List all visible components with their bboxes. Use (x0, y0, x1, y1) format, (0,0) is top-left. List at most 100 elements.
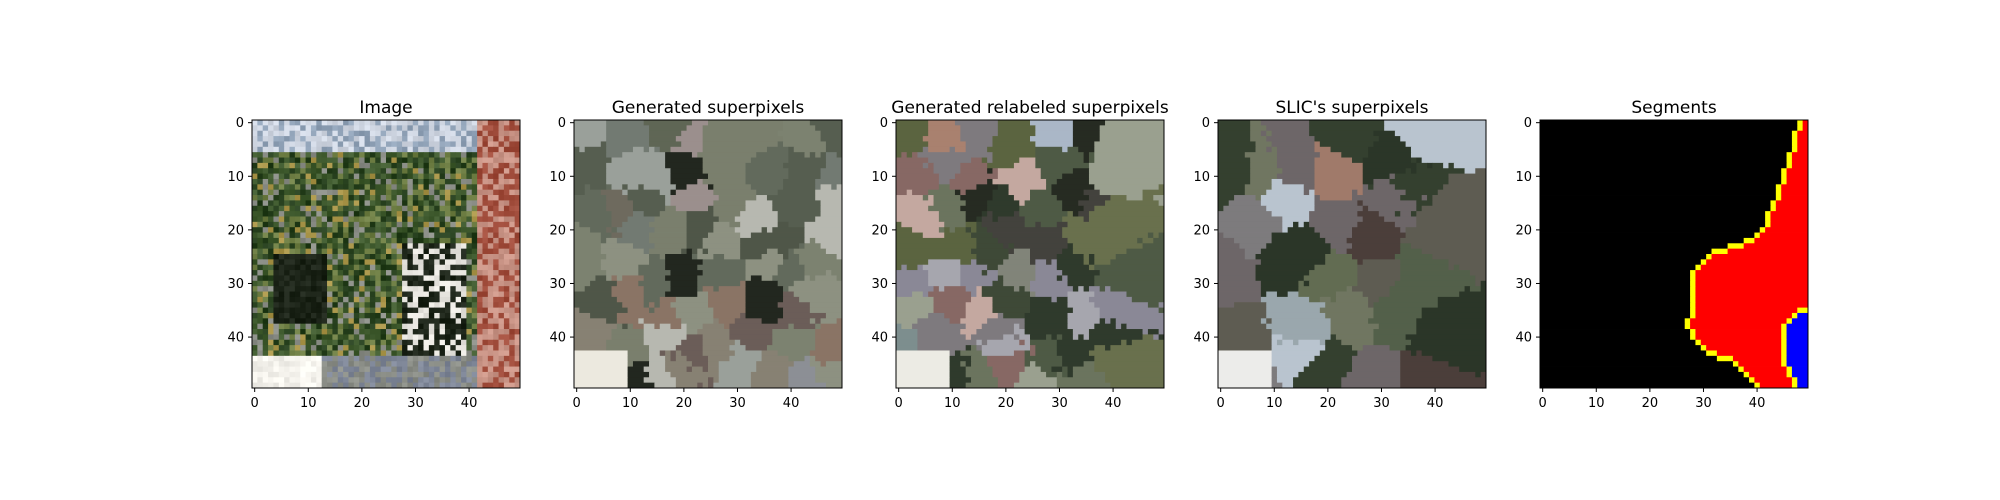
image-pixel (284, 350, 290, 357)
superpixel-cell (777, 130, 821, 137)
image-pixel (455, 350, 462, 357)
image-pixel (380, 318, 387, 325)
segment-cell (1797, 136, 1809, 142)
image-pixel (503, 382, 510, 389)
image-pixel (396, 178, 403, 185)
image-pixel (450, 334, 457, 341)
image-pixel (423, 296, 430, 303)
image-pixel (278, 243, 285, 250)
image-pixel (412, 270, 419, 276)
image-pixel (289, 280, 296, 287)
superpixel-cell (1352, 361, 1401, 367)
image-pixel (262, 270, 269, 276)
image-pixel (487, 350, 494, 357)
superpixel-cell (611, 221, 623, 228)
image-pixel (273, 302, 280, 308)
image-pixel (482, 141, 489, 148)
image-pixel (503, 130, 510, 137)
image-pixel (439, 323, 446, 330)
image-pixel (375, 168, 382, 174)
image-pixel (375, 361, 382, 367)
image-pixel (461, 264, 467, 271)
image-pixel (348, 125, 355, 132)
image-pixel (257, 178, 264, 185)
image-pixel (471, 275, 478, 282)
image-pixel (353, 248, 360, 255)
image-pixel (461, 205, 467, 212)
image-pixel (455, 120, 462, 126)
image-pixel (337, 216, 344, 223)
segment-cell (1695, 302, 1809, 308)
superpixel-cell (1368, 296, 1380, 303)
image-pixel (273, 307, 280, 314)
image-pixel (498, 296, 505, 303)
image-pixel (428, 291, 435, 298)
image-pixel (418, 189, 424, 196)
superpixel-cell (691, 152, 698, 158)
image-pixel (273, 178, 280, 185)
superpixel-cell (944, 312, 967, 319)
superpixel-cell (971, 227, 977, 233)
image-pixel (375, 377, 382, 384)
image-pixel (418, 318, 424, 325)
image-pixel (343, 205, 349, 212)
image-pixel (268, 312, 274, 319)
image-pixel (359, 120, 365, 126)
superpixel-cell (1094, 302, 1149, 308)
image-pixel (310, 248, 317, 255)
segment-cell (1781, 189, 1809, 196)
image-pixel (487, 211, 494, 217)
image-pixel (310, 270, 317, 276)
image-pixel (327, 162, 333, 169)
image-pixel (407, 227, 414, 233)
superpixel-cell (987, 178, 993, 185)
image-pixel (321, 259, 328, 266)
segment-cell (1786, 323, 1809, 330)
image-pixel (380, 264, 387, 271)
superpixel-cell (665, 162, 704, 169)
image-pixel (305, 168, 312, 174)
superpixel-cell (949, 366, 967, 373)
x-tick-label: 30 (1695, 396, 1712, 411)
segment-cell (1700, 339, 1782, 346)
image-pixel (471, 157, 478, 164)
superpixel-cell (1368, 184, 1374, 191)
superpixel-cell (1400, 377, 1487, 384)
superpixel-cell (1158, 200, 1165, 207)
image-pixel (278, 200, 285, 207)
image-pixel (305, 130, 312, 137)
image-pixel (375, 355, 382, 362)
image-pixel (439, 312, 446, 319)
image-pixel (262, 130, 269, 137)
image-pixel (487, 184, 494, 191)
image-pixel (412, 216, 419, 223)
image-pixel (359, 275, 365, 282)
image-pixel (444, 173, 451, 180)
image-pixel (471, 323, 478, 330)
superpixel-cell (590, 227, 607, 233)
y-tick-label: 20 (549, 223, 566, 238)
image-pixel (327, 130, 333, 137)
image-pixel (310, 189, 317, 196)
superpixel-cell (740, 232, 752, 239)
superpixel-cell (1314, 136, 1380, 142)
image-pixel (412, 377, 419, 384)
image-pixel (305, 141, 312, 148)
image-pixel (423, 339, 430, 346)
superpixel-cell (1330, 334, 1337, 341)
image-pixel (316, 248, 323, 255)
image-pixel (444, 211, 451, 217)
image-pixel (284, 302, 290, 308)
image-pixel (487, 270, 494, 276)
image-pixel (477, 334, 483, 341)
image-pixel (455, 184, 462, 191)
superpixel-cell (1368, 302, 1374, 308)
superpixel-cell (896, 302, 934, 308)
superpixel-cell (896, 162, 924, 169)
image-pixel (450, 243, 457, 250)
superpixel-cell (1030, 248, 1063, 255)
superpixel-cell (600, 243, 634, 250)
image-pixel (487, 248, 494, 255)
superpixel-cell (574, 248, 602, 255)
image-pixel (391, 350, 398, 357)
